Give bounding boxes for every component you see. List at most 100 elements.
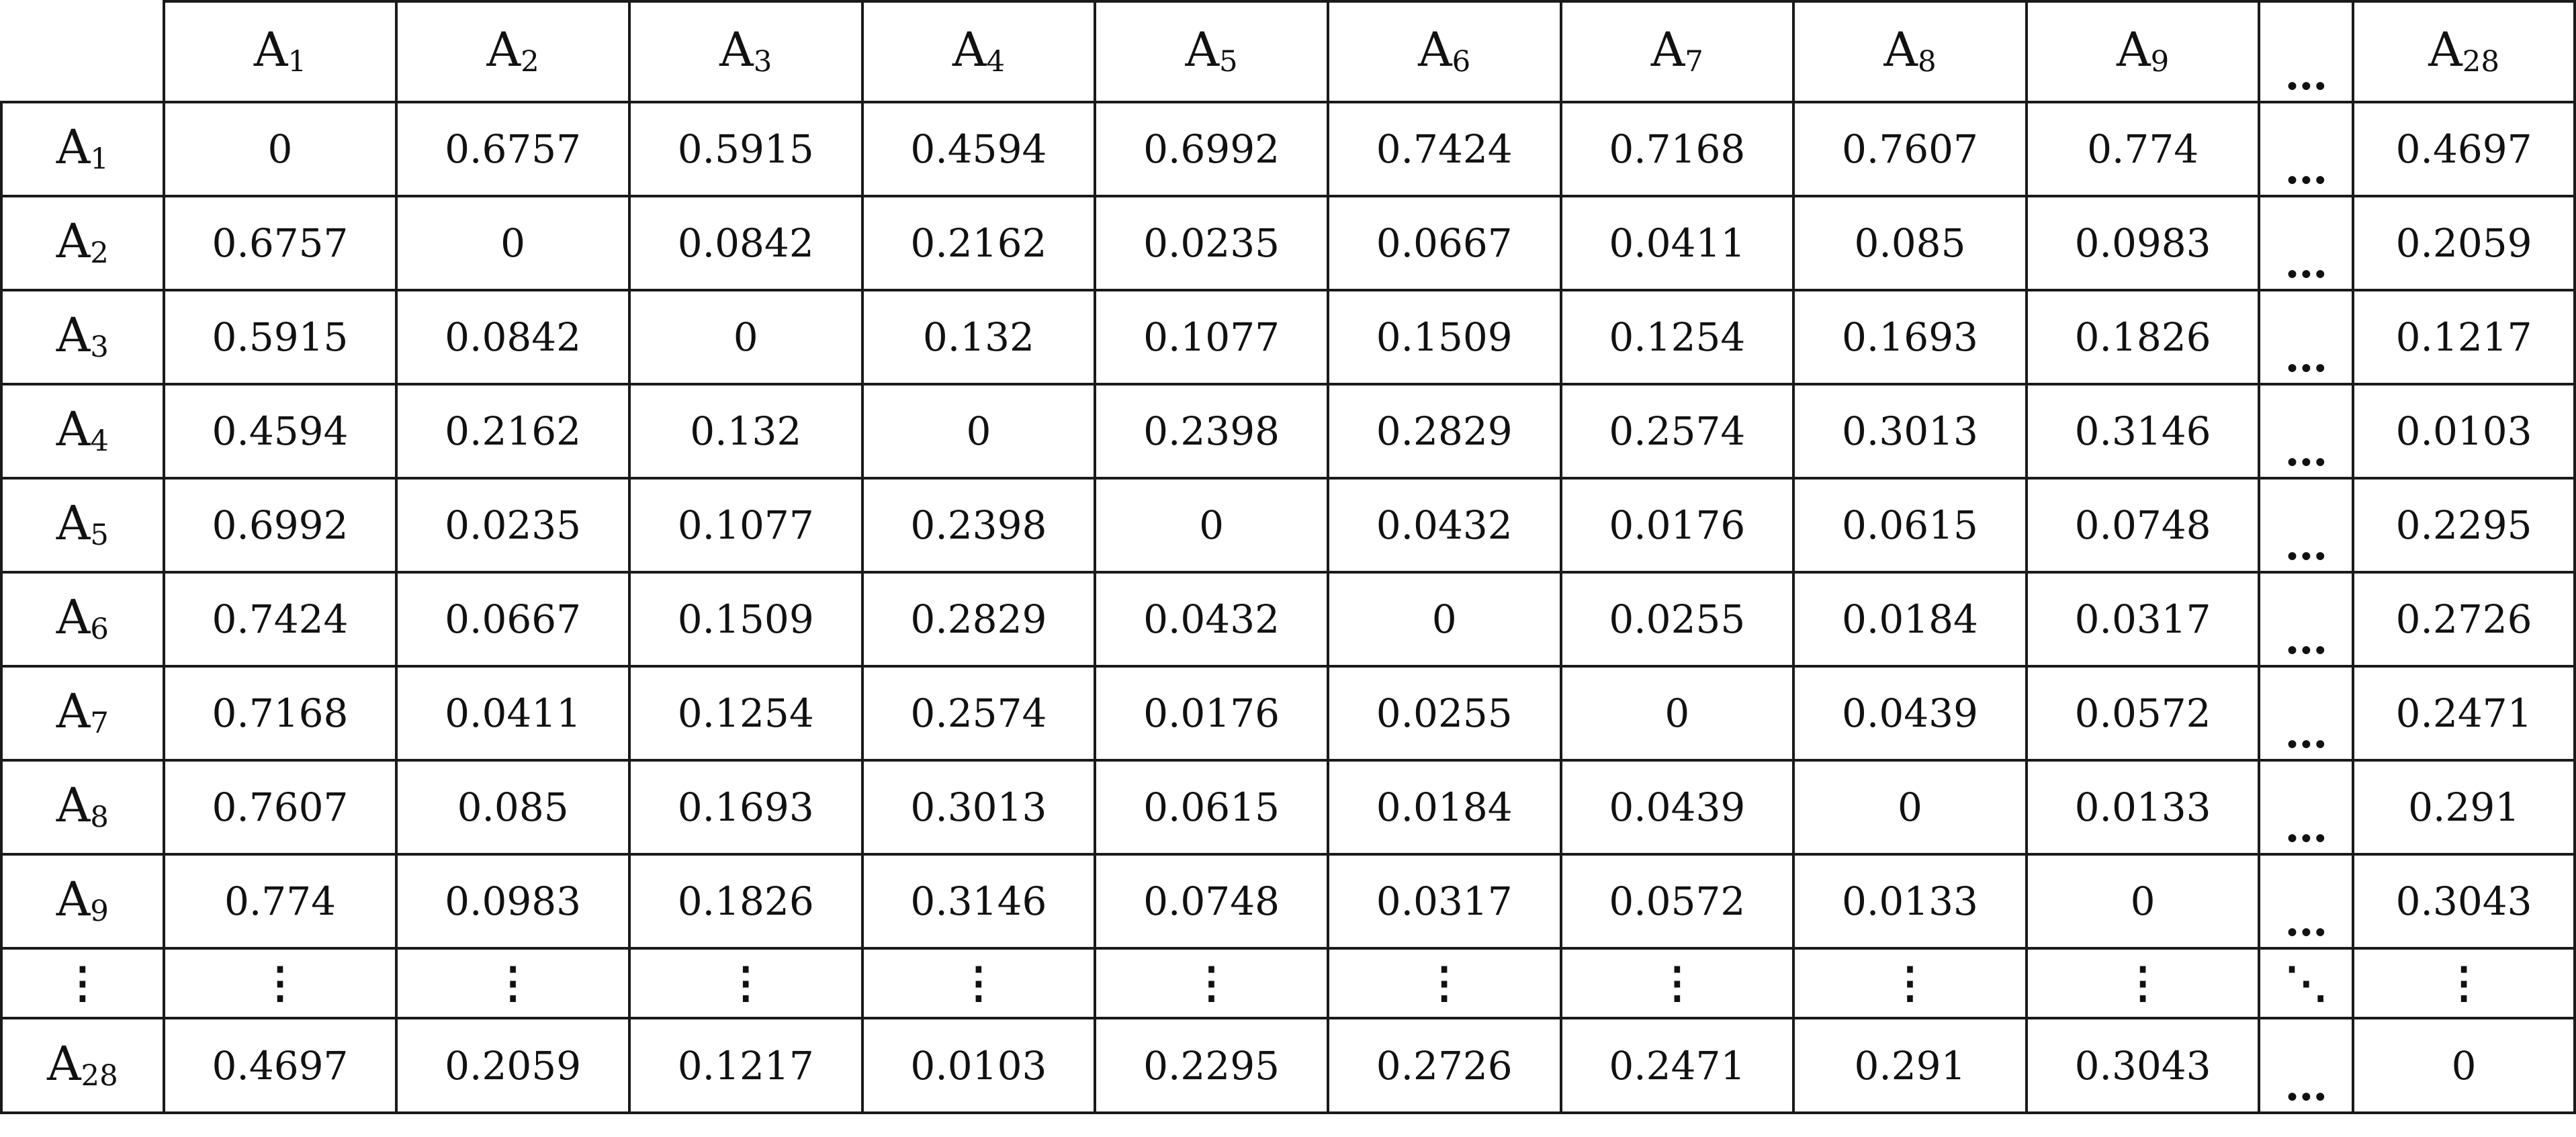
table-cell: 0.1217	[627, 1017, 864, 1114]
label-subscript: 28	[2462, 45, 2499, 79]
label-subscript: 2	[90, 236, 109, 271]
label-base: A	[56, 684, 91, 739]
row-header: A3	[0, 289, 165, 385]
table-cell: 0.2059	[395, 1017, 631, 1114]
table-cell: 0.0184	[1326, 759, 1562, 856]
table-cell: 0.0667	[1326, 195, 1562, 291]
table-cell: 0.5915	[162, 289, 398, 385]
table-cell: 0.0411	[1559, 195, 1795, 291]
distance-matrix-table: A1 A2 A3 A4 A5 A6 A7 A8 A9… A28 A1 0 0.6757 0.5915 0.4…	[0, 0, 2576, 1114]
table-cell: 0.2829	[860, 571, 1097, 668]
table-row: A7 0.7168 0.0411 0.1254 0.2574 0.0176 0.0255 0 0…	[0, 665, 2576, 762]
label-subscript: 6	[90, 612, 109, 647]
table-cell: 0.6992	[162, 477, 398, 574]
table-cell: 0.291	[1792, 1017, 2028, 1114]
table-cell: 0.1254	[627, 665, 864, 762]
table-cell: 0.4697	[162, 1017, 398, 1114]
table-cell: 0.1826	[2025, 289, 2261, 385]
table-cell: 0.0103	[2352, 383, 2576, 480]
table-cell: 0.1509	[1326, 289, 1562, 385]
table-cell: 0.5915	[627, 101, 864, 197]
ellipsis-cell: …	[2258, 101, 2355, 197]
label-base: A	[56, 590, 91, 645]
table-cell: 0.0667	[395, 571, 631, 668]
row-header: A1	[0, 101, 165, 197]
label-base: A	[56, 872, 91, 927]
table-row: A3 0.5915 0.0842 0 0.132 0.1077 0.1509 0.1254 0.…	[0, 289, 2576, 385]
ellipsis-cell: ⋮	[1792, 947, 2028, 1019]
table-cell: 0.0235	[1094, 195, 1329, 291]
label-base: A	[56, 778, 91, 833]
label-subscript: 9	[2150, 45, 2170, 79]
ellipsis-cell: …	[2258, 853, 2355, 950]
ellipsis-cell: …	[2258, 289, 2355, 385]
column-header: A8	[1792, 0, 2028, 103]
table-cell: 0.132	[627, 383, 864, 480]
table-row: A2 0.6757 0 0.0842 0.2162 0.0235 0.0667 0.0411 0…	[0, 195, 2576, 291]
table-cell: 0	[1792, 759, 2028, 856]
label-base: A	[952, 22, 987, 78]
label-subscript: 4	[986, 45, 1005, 79]
table-cell: 0.2829	[1326, 383, 1562, 480]
ellipsis-cell: …	[2258, 1017, 2355, 1114]
label-subscript: 4	[90, 424, 109, 459]
column-header: A28	[2352, 0, 2576, 103]
table-cell: 0.4697	[2352, 101, 2576, 197]
label-base: A	[56, 120, 91, 175]
ellipsis-cell: ⋮	[2352, 947, 2576, 1019]
table-cell: 0.7168	[1559, 101, 1795, 197]
table-cell: 0.7424	[162, 571, 398, 668]
table-cell: 0	[1094, 477, 1329, 574]
table-cell: 0.0842	[627, 195, 864, 291]
label-base: A	[1185, 22, 1220, 78]
table-cell: 0.085	[395, 759, 631, 856]
ellipsis-cell: …	[2258, 195, 2355, 291]
table-cell: 0.132	[860, 289, 1097, 385]
table-cell: 0.085	[1792, 195, 2028, 291]
table-cell: 0.2059	[2352, 195, 2576, 291]
table-cell: 0.0317	[2025, 571, 2261, 668]
label-base: A	[1418, 22, 1452, 78]
table-cell: 0.0842	[395, 289, 631, 385]
table-cell: 0.2471	[1559, 1017, 1795, 1114]
table-row: ⋮ ⋮ ⋮ ⋮ ⋮ ⋮ ⋮ ⋮ ⋮ ⋮ ⋱ ⋮	[0, 947, 2576, 1019]
label-subscript: 3	[753, 45, 772, 79]
label-base: A	[719, 22, 754, 78]
table-cell: 0.2398	[1094, 383, 1329, 480]
row-header: A6	[0, 571, 165, 668]
column-header: A7	[1559, 0, 1795, 103]
table-row: A1 0 0.6757 0.5915 0.4594 0.6992 0.7424 0.7168 0…	[0, 101, 2576, 197]
table-cell: 0.0176	[1094, 665, 1329, 762]
table-cell: 0.2398	[860, 477, 1097, 574]
table-cell: 0.1693	[627, 759, 864, 856]
table-cell: 0.0748	[1094, 853, 1329, 950]
column-header: A4	[860, 0, 1097, 103]
label-subscript: 28	[81, 1058, 118, 1093]
table-cell: 0.0983	[2025, 195, 2261, 291]
table-cell: 0.2574	[860, 665, 1097, 762]
ellipsis-cell: …	[2258, 759, 2355, 856]
label-base: A	[56, 214, 91, 269]
label-subscript: 8	[1917, 45, 1937, 79]
label-subscript: 5	[90, 518, 109, 553]
table-cell: 0.2295	[1094, 1017, 1329, 1114]
table-cell: 0.1077	[627, 477, 864, 574]
table-cell: 0.0133	[1792, 853, 2028, 950]
table-cell: 0.0439	[1792, 665, 2028, 762]
label-subscript: 2	[521, 45, 539, 79]
label-base: A	[2117, 22, 2151, 78]
table-cell: 0.0255	[1326, 665, 1562, 762]
label-subscript: 5	[1219, 45, 1238, 79]
ellipsis-cell: …	[2258, 665, 2355, 762]
row-header: A9	[0, 853, 165, 950]
table-cell: 0.1826	[627, 853, 864, 950]
table-cell: 0.1509	[627, 571, 864, 668]
table-cell: 0.0411	[395, 665, 631, 762]
table-cell: 0.0176	[1559, 477, 1795, 574]
table-cell: 0.0439	[1559, 759, 1795, 856]
label-base: A	[253, 22, 288, 78]
label-base: A	[486, 22, 521, 78]
table-cell: 0.1217	[2352, 289, 2576, 385]
table-cell: 0	[395, 195, 631, 291]
table-row: A9 0.774 0.0983 0.1826 0.3146 0.0748 0.0317 0.0…	[0, 853, 2576, 950]
